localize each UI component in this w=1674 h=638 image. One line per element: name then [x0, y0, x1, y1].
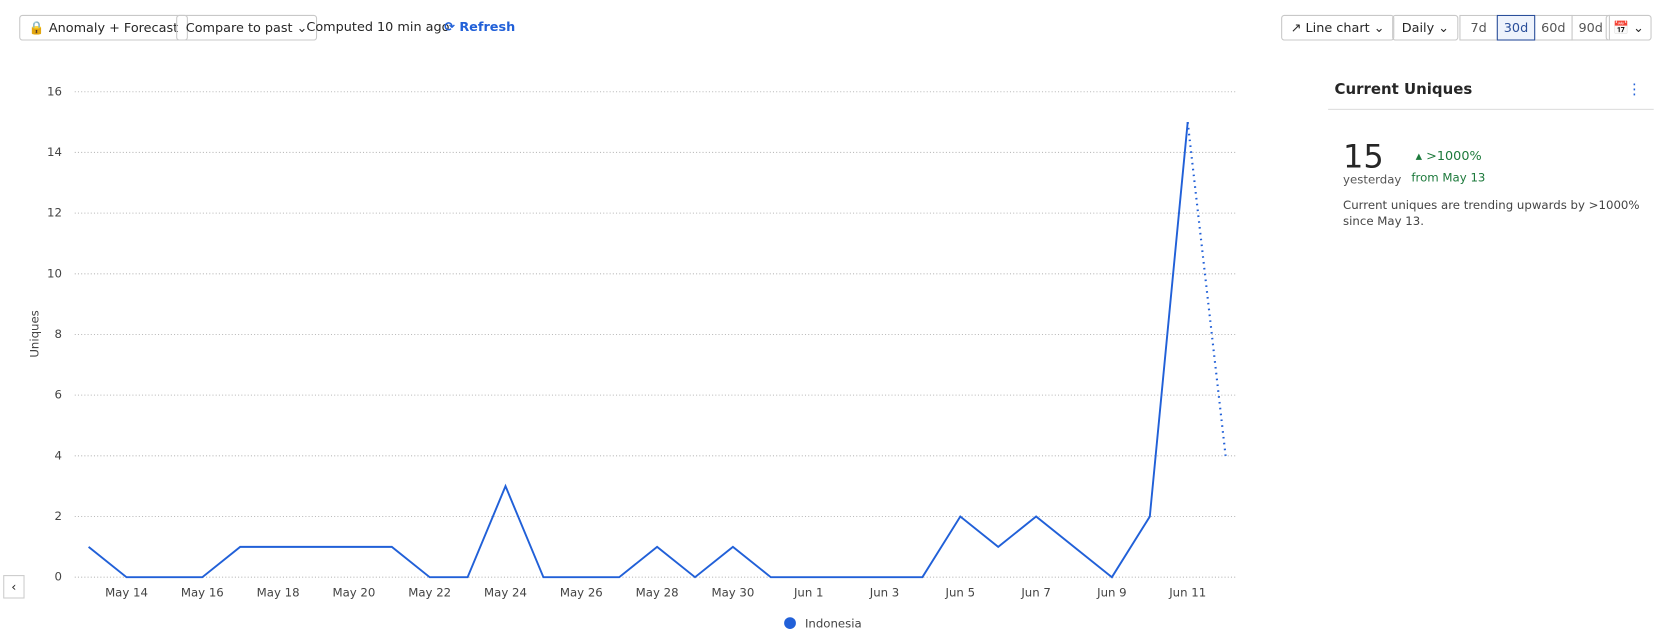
range-button[interactable]: 30d [1496, 14, 1536, 41]
x-tick-label: Jun 1 [793, 586, 824, 600]
x-tick-label: May 20 [332, 586, 375, 600]
y-tick-label: 4 [54, 448, 61, 462]
y-tick-label: 6 [54, 388, 61, 402]
panel-title: Current Uniques [1334, 81, 1473, 99]
divider [1328, 108, 1654, 110]
x-tick-label: May 18 [257, 586, 300, 600]
change: ▴ >1000% [1415, 148, 1482, 164]
series-line [88, 122, 1189, 579]
y-tick-label: 12 [47, 206, 62, 220]
x-tick-label: May 30 [711, 586, 754, 600]
y-tick-label: 10 [47, 266, 62, 280]
y-tick-label: 16 [47, 84, 62, 98]
legend-label: Indonesia [805, 617, 862, 631]
computed-status: Computed 10 min ago [306, 19, 450, 35]
x-tick-label: May 26 [560, 586, 603, 600]
x-tick-label: May 16 [181, 586, 224, 600]
chart-type-button[interactable]: ↗ Line chart ⌄ [1281, 14, 1395, 41]
current-value: 15 [1343, 138, 1384, 177]
refresh-button[interactable]: ⟳ Refresh [444, 19, 516, 35]
x-tick-label: May 24 [484, 586, 527, 600]
legend-marker [784, 617, 796, 629]
compare-button[interactable]: Compare to past ⌄ [176, 14, 317, 41]
y-axis-label: Uniques [28, 310, 42, 357]
change-caption: from May 13 [1411, 170, 1486, 185]
y-tick-label: 2 [54, 509, 61, 523]
x-tick-label: May 22 [408, 586, 451, 600]
change-value: >1000% [1426, 148, 1482, 164]
range-button[interactable]: 60d [1534, 14, 1573, 41]
button-text: Refresh [459, 19, 516, 35]
forecast-line [1186, 121, 1227, 456]
chart: Uniques 0 2 4 6 8 10 12 14 16 May 14 May 16 May 18 M… [28, 84, 1237, 631]
button-text: Line chart [1305, 20, 1370, 36]
interval-button[interactable]: Daily ⌄ [1392, 14, 1459, 41]
value-caption: yesterday [1343, 172, 1402, 187]
collapse-button[interactable]: ‹ [3, 575, 25, 599]
x-tick-label: Jun 5 [945, 586, 976, 600]
y-tick-label: 0 [54, 570, 61, 584]
x-tick-label: May 28 [636, 586, 679, 600]
button-text: Compare to past [185, 20, 293, 36]
x-tick-label: Jun 11 [1168, 586, 1206, 600]
description: Current uniques are trending upwards by … [1343, 198, 1640, 229]
y-tick-label: 8 [54, 327, 61, 341]
x-tick-label: Jun 9 [1096, 586, 1127, 600]
x-tick-label: May 14 [105, 586, 148, 600]
button-text: Daily [1401, 20, 1435, 36]
range-button[interactable]: 7d [1459, 14, 1498, 41]
y-tick-label: 14 [47, 145, 62, 159]
x-tick-label: Jun 3 [869, 586, 900, 600]
calendar-button[interactable]: 📅 ⌄ [1605, 14, 1652, 41]
anomaly-button[interactable]: 🔒 Anomaly + Forecast [19, 14, 188, 41]
range-button[interactable]: 90d [1571, 14, 1610, 41]
button-text: Anomaly + Forecast [48, 20, 179, 36]
x-tick-label: Jun 7 [1020, 586, 1051, 600]
panel-menu[interactable]: ⋮ [1627, 81, 1642, 99]
